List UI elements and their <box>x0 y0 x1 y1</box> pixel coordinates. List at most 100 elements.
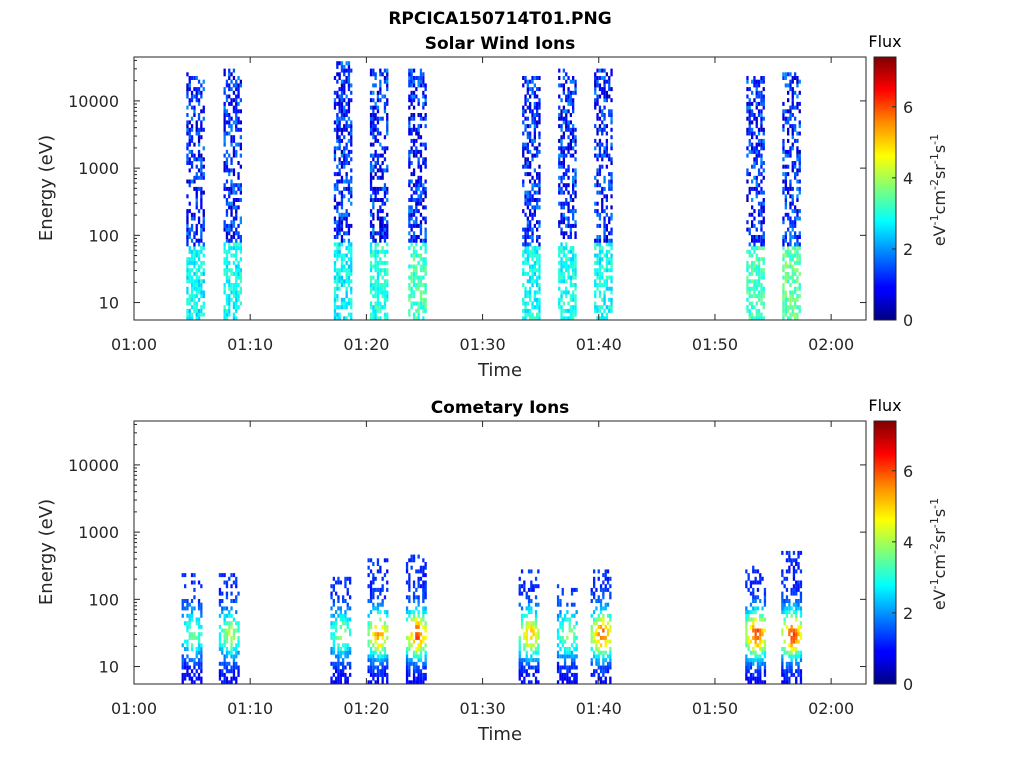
heatmap-cell <box>424 220 427 225</box>
heatmap-cell <box>602 591 605 596</box>
heatmap-cell <box>799 650 803 655</box>
heatmap-cell <box>383 628 387 633</box>
heatmap-cell <box>340 301 344 306</box>
heatmap-cell <box>746 146 749 151</box>
heatmap-cell <box>223 109 226 114</box>
heatmap-cell <box>374 301 377 306</box>
heatmap-cell <box>531 264 534 269</box>
heatmap-cell <box>757 246 761 251</box>
heatmap-cell <box>336 138 339 143</box>
heatmap-cell <box>560 260 563 265</box>
heatmap-cell <box>336 249 339 254</box>
heatmap-cell <box>538 172 541 177</box>
heatmap-cell <box>791 220 794 225</box>
heatmap-cell <box>228 223 231 228</box>
heatmap-cell <box>518 639 521 644</box>
heatmap-cell <box>408 680 411 685</box>
heatmap-cell <box>572 316 575 321</box>
heatmap-cell <box>350 290 353 295</box>
heatmap-cell <box>338 231 341 236</box>
heatmap-cell <box>230 286 233 291</box>
heatmap-cell <box>195 198 198 202</box>
heatmap-cell <box>561 587 564 592</box>
heatmap-cell <box>383 658 387 663</box>
heatmap-cell <box>230 98 233 103</box>
heatmap-cell <box>190 610 194 615</box>
heatmap-cell <box>782 235 785 239</box>
heatmap-cell <box>560 116 563 121</box>
heatmap-cell <box>342 661 345 666</box>
heatmap-cell <box>342 599 345 603</box>
heatmap-cell <box>336 116 339 121</box>
heatmap-cell <box>197 113 201 117</box>
heatmap-cell <box>759 580 762 585</box>
heatmap-cell <box>594 175 597 180</box>
heatmap-cell <box>372 168 375 173</box>
heatmap-cell <box>762 146 765 151</box>
heatmap-cell <box>559 599 562 603</box>
heatmap-cell <box>574 179 577 184</box>
heatmap-cell <box>333 153 337 158</box>
heatmap-cell <box>200 157 203 162</box>
heatmap-cell <box>596 127 599 132</box>
heatmap-cell <box>336 131 339 136</box>
heatmap-cell <box>412 257 416 262</box>
heatmap-cell <box>415 205 418 210</box>
heatmap-cell <box>572 105 575 110</box>
heatmap-cell <box>569 275 572 280</box>
heatmap-cell <box>755 105 758 110</box>
heatmap-cell <box>753 76 756 80</box>
heatmap-cell <box>748 242 751 247</box>
heatmap-cell <box>221 680 224 685</box>
heatmap-cell <box>197 676 201 681</box>
heatmap-cell <box>562 231 565 236</box>
heatmap-cell <box>787 308 790 313</box>
heatmap-cell <box>367 665 370 670</box>
heatmap-cell <box>419 220 423 225</box>
heatmap-cell <box>575 587 578 592</box>
heatmap-cell <box>609 661 612 666</box>
heatmap-cell <box>237 116 240 121</box>
heatmap-cell <box>340 79 344 84</box>
heatmap-cell <box>604 680 607 685</box>
heatmap-cell <box>532 621 535 626</box>
heatmap-cell <box>781 599 784 603</box>
heatmap-cell <box>218 591 222 596</box>
heatmap-cell <box>751 238 754 243</box>
heatmap-cell <box>383 665 387 670</box>
heatmap-cell <box>523 643 526 648</box>
heatmap-cell <box>422 573 425 578</box>
heatmap-cell <box>590 628 593 633</box>
heatmap-cell <box>369 253 373 258</box>
heatmap-cell <box>200 190 203 195</box>
heatmap-cell <box>597 665 600 670</box>
heatmap-cell <box>789 116 792 121</box>
heatmap-cell <box>383 190 387 195</box>
heatmap-cell <box>376 120 380 125</box>
heatmap-cell <box>386 680 389 685</box>
heatmap-cell <box>759 669 762 674</box>
heatmap-cell <box>190 161 194 165</box>
heatmap-cell <box>343 186 346 191</box>
heatmap-cell <box>408 83 411 88</box>
heatmap-cell <box>195 238 198 243</box>
heatmap-cell <box>415 275 418 280</box>
heatmap-cell <box>594 294 597 299</box>
heatmap-cell <box>560 216 563 221</box>
heatmap-cell <box>791 305 794 310</box>
heatmap-cell <box>601 316 604 321</box>
heatmap-cell <box>376 90 380 95</box>
heatmap-cell <box>202 253 205 258</box>
heatmap-cell <box>524 109 527 114</box>
heatmap-cell <box>608 220 611 225</box>
heatmap-cell <box>336 253 339 258</box>
heatmap-cell <box>383 297 387 302</box>
heatmap-cell <box>336 205 339 210</box>
heatmap-cell <box>225 264 229 269</box>
heatmap-cell <box>782 101 785 106</box>
heatmap-cell <box>417 198 420 202</box>
heatmap-cell <box>608 94 611 99</box>
heatmap-cell <box>415 606 418 611</box>
heatmap-cell <box>350 242 353 247</box>
heatmap-cell <box>417 101 420 106</box>
